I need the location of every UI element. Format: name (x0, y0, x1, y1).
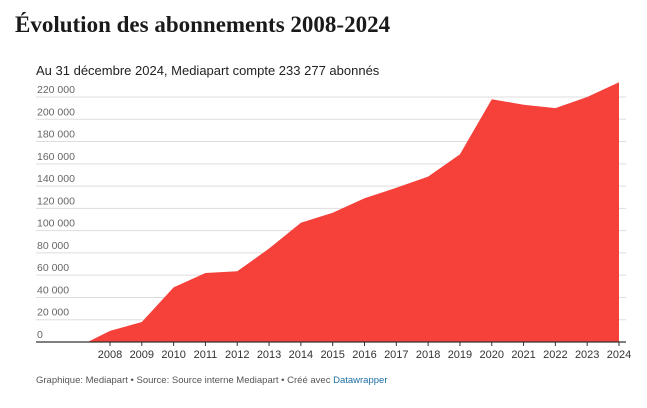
chart-title: Évolution des abonnements 2008-2024 (15, 12, 391, 37)
x-tick-label: 2019 (448, 349, 472, 361)
chart-subtitle: Au 31 décembre 2024, Mediapart compte 23… (36, 63, 380, 78)
x-tick-label: 2017 (384, 349, 408, 361)
datawrapper-link[interactable]: Datawrapper (333, 375, 388, 386)
x-tick-label: 2023 (575, 349, 599, 361)
x-tick-label: 2014 (289, 349, 313, 361)
x-tick-label: 2009 (130, 349, 154, 361)
y-tick-label: 200 000 (37, 106, 75, 118)
y-tick-label: 60 000 (37, 262, 69, 274)
y-tick-label: 180 000 (37, 129, 75, 141)
y-tick-label: 20 000 (37, 307, 69, 319)
y-tick-label: 160 000 (37, 151, 75, 163)
area-series (87, 82, 619, 342)
x-tick-label: 2013 (257, 349, 281, 361)
y-axis-ticks: 0 20 000 40 000 60 000 80 000 100 000 120 000 1… (37, 84, 75, 341)
footer-text: Graphique: Mediapart • Source: Source in… (36, 375, 334, 386)
x-tick-label: 2021 (511, 349, 535, 361)
y-tick-label: 40 000 (37, 284, 69, 296)
y-tick-label: 220 000 (37, 84, 75, 96)
x-tick-label: 2022 (543, 349, 567, 361)
x-tick-label: 2016 (352, 349, 376, 361)
y-tick-label: 0 (37, 329, 43, 341)
x-axis-ticks: 2008 2009 2010 2011 2012 2013 2014 2015 2016 2017… (98, 342, 631, 361)
y-tick-label: 100 000 (37, 218, 75, 230)
x-tick-label: 2010 (161, 349, 185, 361)
x-tick-label: 2015 (320, 349, 344, 361)
x-tick-label: 2008 (98, 349, 122, 361)
y-tick-label: 80 000 (37, 240, 69, 252)
footer-credits: Graphique: Mediapart • Source: Source in… (36, 375, 387, 386)
y-tick-label: 120 000 (37, 195, 75, 207)
x-tick-label: 2024 (607, 349, 631, 361)
x-tick-label: 2011 (194, 349, 218, 361)
x-tick-label: 2012 (225, 349, 249, 361)
area-fill (87, 82, 619, 342)
x-tick-label: 2020 (480, 349, 504, 361)
x-tick-label: 2018 (416, 349, 440, 361)
y-tick-label: 140 000 (37, 173, 75, 185)
